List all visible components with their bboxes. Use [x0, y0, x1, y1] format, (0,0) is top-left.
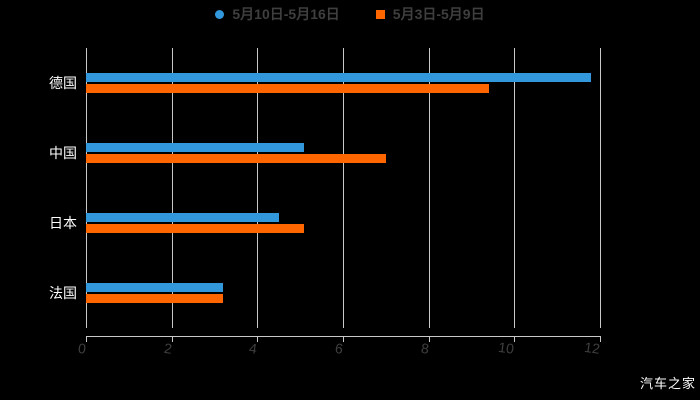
- x-tick-6: [343, 336, 344, 342]
- bar-日本-series1: [86, 224, 305, 233]
- category-band-中国: 中国: [49, 118, 600, 188]
- x-tick-4: [257, 336, 259, 342]
- bar-日本-series0: [86, 213, 279, 222]
- x-tick-2: [171, 336, 173, 342]
- gridline-x-10: [514, 48, 516, 328]
- x-tick-0: [86, 336, 87, 342]
- bar-法国-series0: [86, 283, 224, 292]
- bar-中国-series1: [86, 154, 386, 163]
- x-tick-label-0: 0: [77, 339, 87, 357]
- x-tick-label-12: 12: [583, 338, 601, 357]
- x-tick-label-10: 10: [497, 338, 516, 357]
- gridline-x-4: [257, 48, 259, 328]
- category-label-法国: 法国: [49, 285, 77, 301]
- chart-legend: 5月10日-5月16日 5月3日-5月9日: [0, 6, 700, 22]
- category-band-德国: 德国: [49, 48, 600, 118]
- category-band-法国: 法国: [49, 258, 600, 328]
- category-band-日本: 日本: [49, 188, 600, 258]
- category-label-中国: 中国: [49, 145, 77, 161]
- legend-label-week2: 5月10日-5月16日: [232, 6, 340, 22]
- x-tick-label-4: 4: [248, 339, 259, 357]
- x-tick-12: [600, 336, 601, 342]
- gridline-x-2: [171, 48, 173, 328]
- bar-德国-series0: [86, 73, 592, 82]
- gridline-x-0: [86, 48, 87, 328]
- x-tick-label-2: 2: [162, 339, 173, 357]
- legend-item-week1[interactable]: 5月3日-5月9日: [375, 6, 485, 22]
- legend-marker-square-icon: [375, 9, 385, 19]
- gridline-x-6: [343, 48, 344, 328]
- bar-德国-series1: [86, 84, 489, 93]
- plot-area: 德国 中国 日本 法国: [49, 48, 601, 328]
- bar-法国-series1: [86, 294, 224, 303]
- x-tick-8: [428, 336, 430, 342]
- category-label-日本: 日本: [49, 215, 77, 231]
- watermark-autohome: 汽车之家: [639, 376, 696, 391]
- legend-item-week2[interactable]: 5月10日-5月16日: [215, 6, 340, 22]
- x-tick-label-8: 8: [419, 339, 430, 357]
- x-tick-10: [514, 336, 516, 342]
- legend-label-week1: 5月3日-5月9日: [392, 6, 485, 22]
- legend-marker-circle-icon: [215, 9, 225, 19]
- x-tick-label-6: 6: [334, 339, 344, 357]
- gridline-x-12: [600, 48, 601, 328]
- bar-中国-series0: [86, 143, 305, 152]
- gridline-x-8: [428, 48, 430, 328]
- category-label-德国: 德国: [49, 75, 77, 91]
